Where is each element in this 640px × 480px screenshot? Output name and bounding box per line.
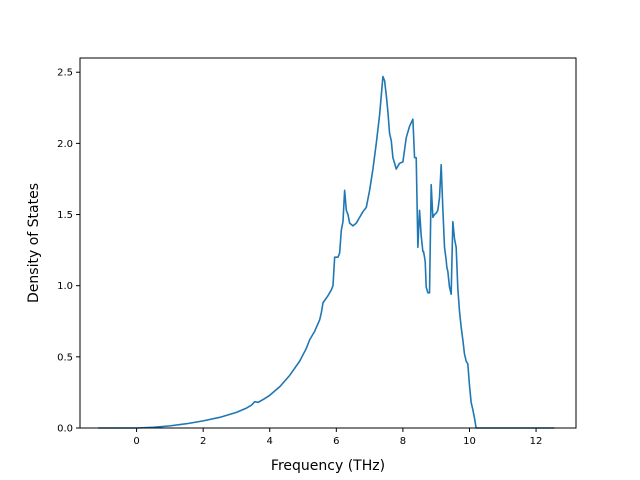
y-tick-label: 0.5 <box>57 352 73 363</box>
plot-frame <box>79 57 577 429</box>
x-axis-label: Frequency (THz) <box>271 458 385 474</box>
x-tick-label: 12 <box>530 436 543 447</box>
y-tick-label: 1.5 <box>57 210 73 221</box>
x-tick-label: 6 <box>333 436 339 447</box>
y-tick-label: 2.0 <box>57 139 73 150</box>
y-tick-label: 2.5 <box>57 68 73 79</box>
x-tick-label: 0 <box>133 436 139 447</box>
y-axis-ticks: 0.0 0.5 1.0 1.5 2.0 2.5 <box>57 68 80 435</box>
plot-area <box>80 58 576 428</box>
y-axis-label: Density of States <box>26 183 42 303</box>
x-tick-label: 2 <box>200 436 206 447</box>
y-tick-label: 0.0 <box>57 424 73 435</box>
x-tick-label: 4 <box>267 436 273 447</box>
x-tick-label: 10 <box>463 436 476 447</box>
x-tick-label: 8 <box>400 436 406 447</box>
y-tick-label: 1.0 <box>57 281 73 292</box>
